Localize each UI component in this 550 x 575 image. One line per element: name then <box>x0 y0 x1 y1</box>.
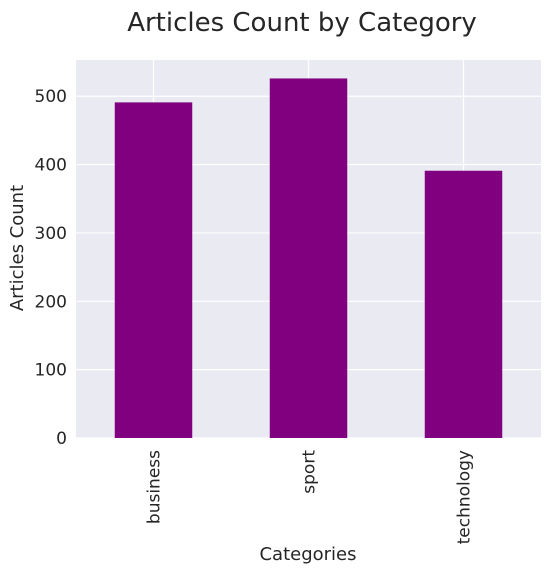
y-tick-label: 500 <box>35 87 67 107</box>
chart-title: Articles Count by Category <box>127 8 477 38</box>
y-tick-labels: 0 100 200 300 400 500 <box>35 87 67 449</box>
bar-business <box>114 102 193 438</box>
y-tick-label: 300 <box>35 224 67 244</box>
y-tick-label: 200 <box>35 292 67 312</box>
x-tick-labels: business sport technology <box>145 450 475 545</box>
bars <box>114 78 503 439</box>
y-tick-label: 100 <box>35 361 67 381</box>
y-tick-label: 0 <box>56 429 67 449</box>
x-tick-label-sport: sport <box>300 450 320 494</box>
x-axis-label: Categories <box>259 544 356 565</box>
x-tick-label-business: business <box>145 450 165 524</box>
x-tick-label-technology: technology <box>455 450 475 544</box>
y-tick-label: 400 <box>35 156 67 176</box>
bar-technology <box>424 170 503 438</box>
bar-sport <box>269 78 348 439</box>
y-axis-label: Articles Count <box>7 185 28 311</box>
